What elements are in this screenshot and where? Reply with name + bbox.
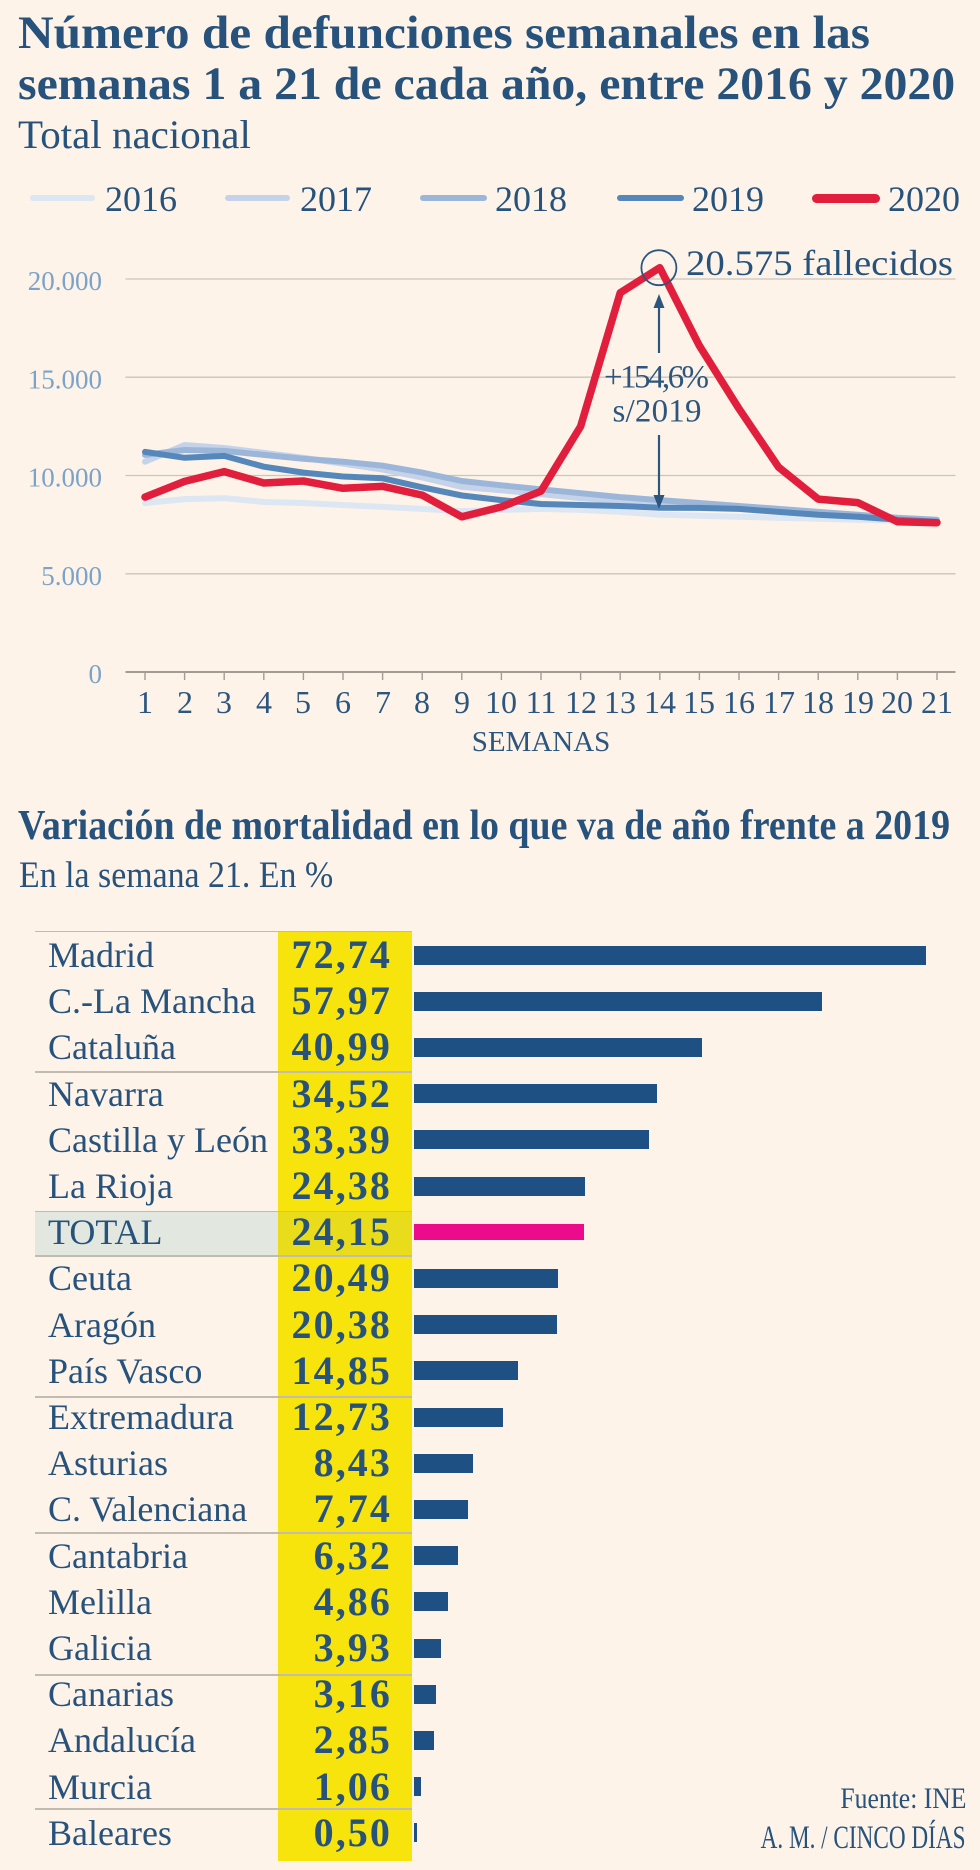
svg-text:10.000: 10.000 (28, 463, 102, 493)
svg-text:s/2019: s/2019 (613, 394, 702, 430)
svg-text:0: 0 (89, 659, 103, 689)
svg-text:+154,6%: +154,6% (604, 360, 709, 396)
svg-text:20.575 fallecidos: 20.575 fallecidos (686, 243, 953, 283)
svg-text:5.000: 5.000 (41, 561, 102, 591)
svg-text:15.000: 15.000 (28, 364, 102, 394)
svg-text:20.000: 20.000 (28, 266, 102, 296)
